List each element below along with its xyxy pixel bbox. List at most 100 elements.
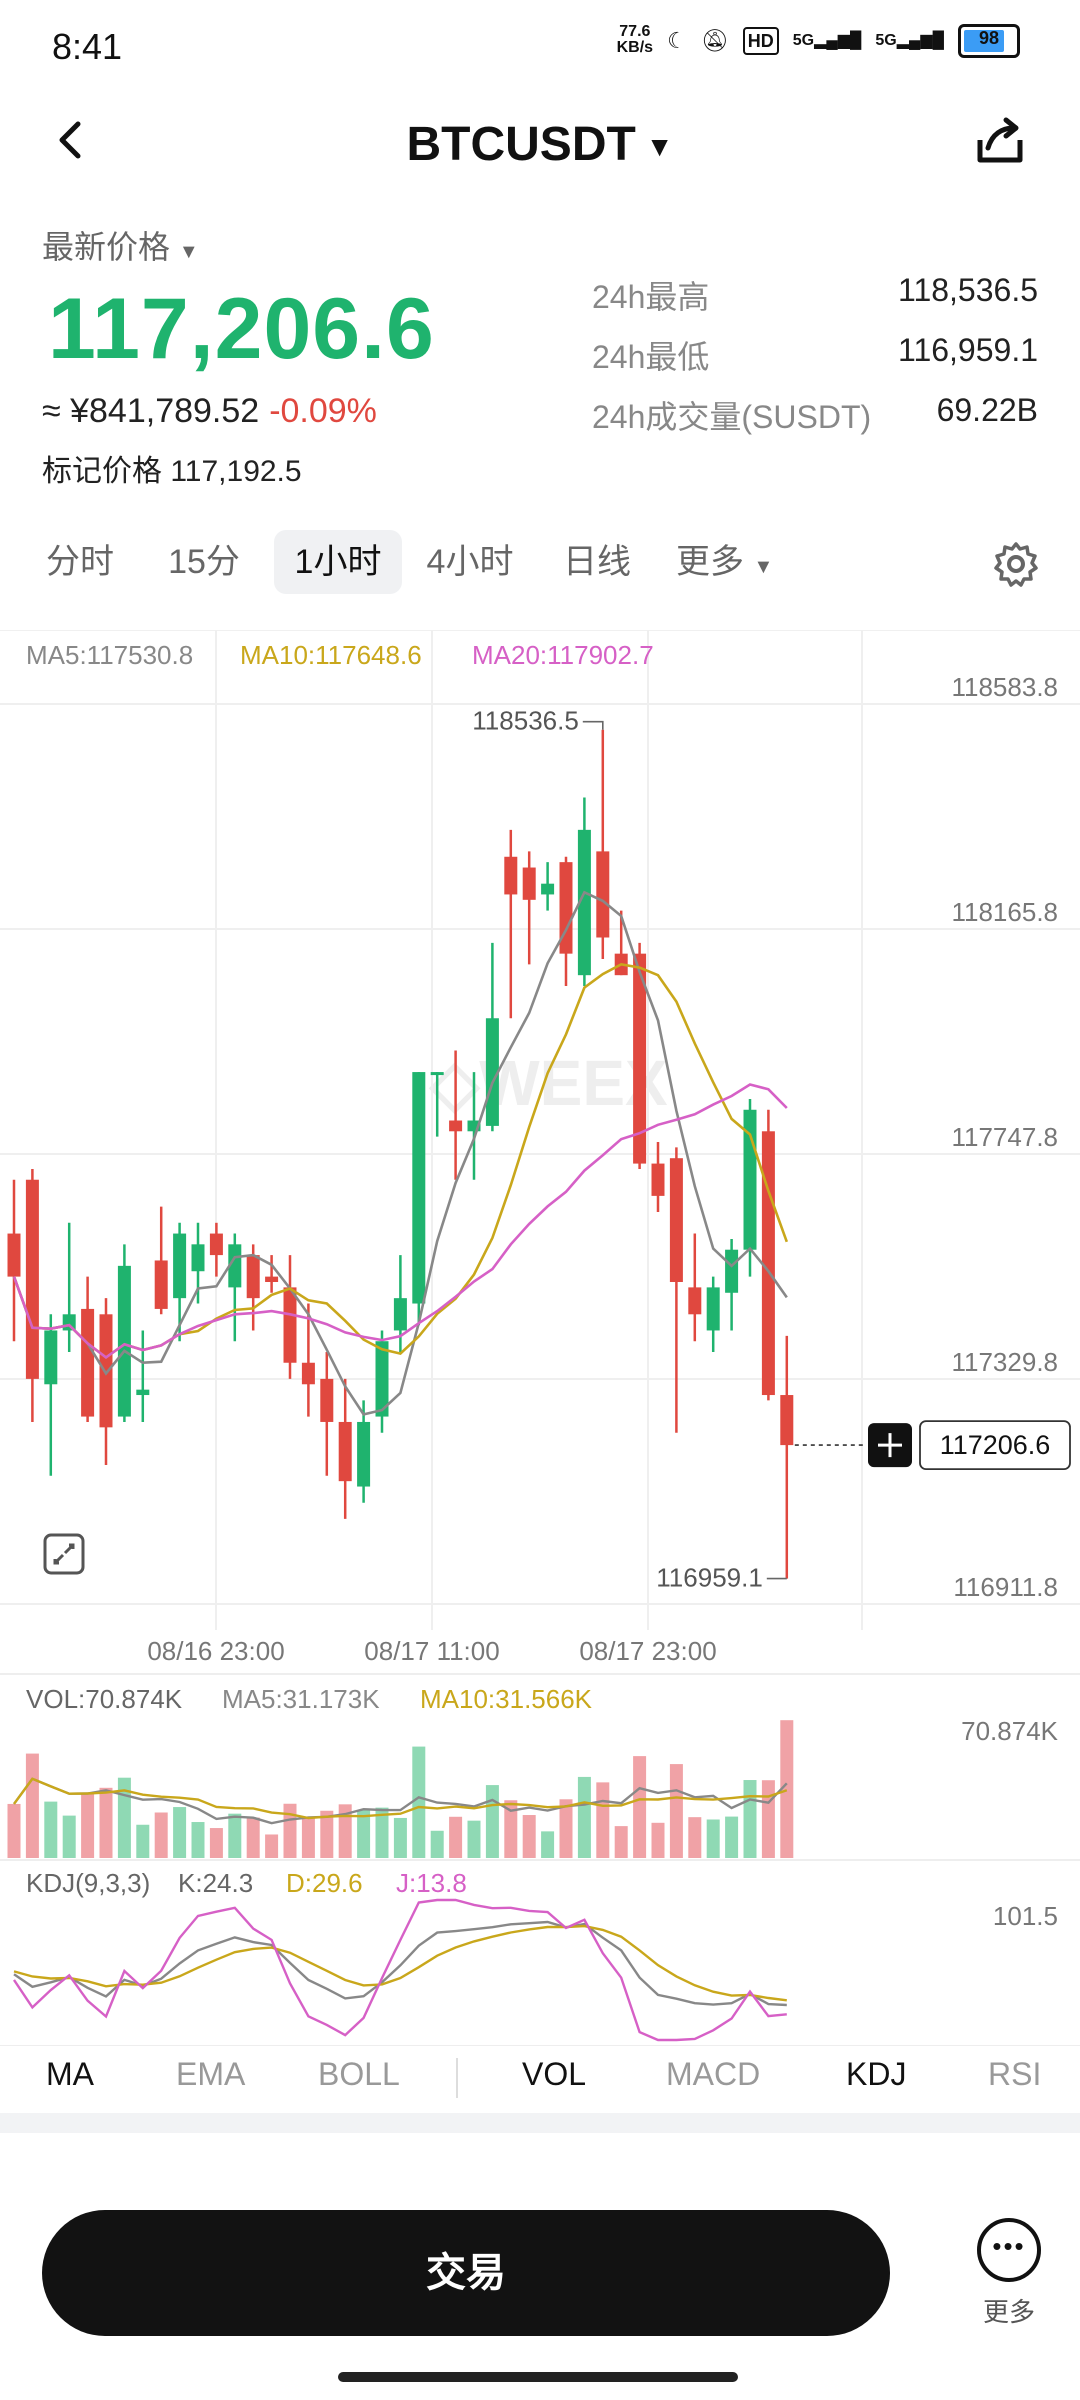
current-price-label: 117206.6	[940, 1430, 1051, 1460]
volume-bar	[725, 1816, 739, 1858]
clock: 8:41	[52, 26, 123, 67]
y-tick-label: 116911.8	[953, 1572, 1058, 1602]
kdj-j-line	[13, 1898, 787, 2042]
kdj-legend-k: K:24.3	[178, 1868, 253, 1898]
ma10-legend: MA10:117648.6	[240, 640, 422, 670]
volume-bar	[541, 1831, 555, 1858]
volume-bar	[283, 1803, 297, 1858]
ind-boll[interactable]: BOLL	[318, 2056, 400, 2092]
tab-timeline[interactable]: 分时	[46, 543, 114, 581]
signal-icon: 5G▂▄▆█	[792, 32, 862, 49]
chart-settings-button[interactable]	[992, 540, 1040, 588]
ind-kdj[interactable]: KDJ	[846, 2056, 907, 2092]
low-annotation: 116959.1	[656, 1563, 763, 1593]
volume-bar	[761, 1780, 775, 1858]
moon-icon: ☾	[667, 28, 687, 53]
hd-icon: HD	[742, 27, 779, 55]
kdj-max-label: 101.5	[993, 1901, 1058, 1931]
tab-more[interactable]: 更多 ▼	[676, 543, 774, 581]
fullscreen-icon[interactable]	[43, 1533, 85, 1575]
volume-bar	[706, 1819, 720, 1858]
volume-bar	[393, 1817, 407, 1858]
candle-body	[412, 1072, 426, 1304]
candle-body	[485, 1018, 499, 1126]
candle-body	[430, 1072, 444, 1076]
ind-macd[interactable]: MACD	[666, 2056, 761, 2092]
caret-down-icon: ▼	[645, 131, 674, 163]
page-title: BTCUSDT	[406, 118, 636, 171]
candle-body	[706, 1287, 720, 1331]
x-tick-label: 08/16 23:00	[147, 1636, 284, 1666]
tab-15m[interactable]: 15分	[168, 543, 240, 581]
volume-bar	[81, 1792, 95, 1858]
ind-rsi[interactable]: RSI	[988, 2056, 1042, 2092]
net-speed: 77.6 KB/s	[616, 23, 654, 56]
volume-bar	[614, 1826, 628, 1858]
volume-bar	[357, 1809, 371, 1858]
candle-body	[688, 1287, 702, 1315]
kline-chart[interactable]: ◇WEEX MA5:117530.8 MA10:117648.6 MA20:11…	[0, 630, 1080, 2060]
volume-bar	[651, 1822, 665, 1858]
volume-bar	[301, 1817, 315, 1858]
candle-body	[393, 1298, 407, 1331]
share-button[interactable]	[970, 110, 1030, 170]
chevron-left-icon	[59, 121, 81, 159]
indicator-tabs: MA EMA BOLL VOL MACD KDJ RSI	[0, 2045, 1080, 2116]
symbol-selector[interactable]: BTCUSDT ▼	[0, 110, 1080, 182]
candle-body	[136, 1389, 150, 1396]
volume-bar	[265, 1834, 279, 1858]
volume-bar	[136, 1824, 150, 1858]
y-tick-label: 117747.8	[951, 1122, 1058, 1152]
more-button[interactable]: ••• 更多	[970, 2218, 1048, 2329]
current-price-box	[919, 1420, 1071, 1471]
candle-body	[7, 1233, 21, 1277]
volume-bar	[117, 1777, 131, 1858]
candle-body	[283, 1287, 297, 1363]
volume-bar	[430, 1830, 444, 1858]
volume-bar	[173, 1807, 187, 1858]
divider	[456, 2058, 458, 2098]
battery-icon: 98	[958, 24, 1020, 58]
last-price-label[interactable]: 最新价格 ▼	[42, 229, 199, 265]
volume-bar	[99, 1787, 113, 1858]
back-button[interactable]	[50, 110, 100, 170]
current-price-tag[interactable]: 117206.6	[794, 1420, 1071, 1471]
candle-body	[25, 1179, 39, 1379]
volume-bar	[338, 1804, 352, 1858]
tab-4h[interactable]: 4小时	[426, 543, 514, 581]
volume-bar	[246, 1817, 260, 1858]
volume-bar	[522, 1815, 536, 1858]
stat-24h-volume: 24h成交量(SUSDT) 69.22B	[592, 392, 1038, 435]
vol-ma5-legend: MA5:31.173K	[222, 1684, 380, 1714]
kdj-legend-d: D:29.6	[286, 1868, 363, 1898]
caret-down-icon: ▼	[753, 556, 774, 578]
volume-bar	[559, 1799, 573, 1858]
vol-ma10-legend: MA10:31.566K	[420, 1684, 593, 1714]
volume-bar	[596, 1782, 610, 1858]
gear-icon	[994, 542, 1038, 587]
ma20-line	[12, 1083, 788, 1360]
tab-daily[interactable]: 日线	[563, 543, 631, 581]
y-tick-label: 117329.8	[951, 1347, 1058, 1377]
volume-bar	[154, 1812, 168, 1858]
ind-ma[interactable]: MA	[46, 2056, 94, 2092]
candle-body	[44, 1330, 58, 1385]
candle-body	[191, 1244, 205, 1272]
high-marker-line	[582, 720, 604, 730]
candle-body	[246, 1255, 260, 1299]
x-tick-label: 08/17 23:00	[579, 1636, 716, 1666]
trade-button[interactable]: 交易	[42, 2210, 890, 2336]
candle-body	[301, 1362, 315, 1385]
volume-bar	[412, 1746, 426, 1858]
status-icons: 77.6 KB/s ☾ 🔕︎ HD 5G▂▄▆█ 5G▂▄▆█ 98	[617, 24, 1020, 58]
vol-max-label: 70.874K	[961, 1716, 1059, 1746]
candle-body	[761, 1131, 775, 1396]
volume-bar	[633, 1756, 647, 1858]
candle-body	[449, 1120, 463, 1132]
volume-bar	[449, 1816, 463, 1858]
ind-vol[interactable]: VOL	[522, 2056, 587, 2092]
ind-ema[interactable]: EMA	[176, 2056, 246, 2092]
volume-bar	[467, 1820, 481, 1858]
tab-1h[interactable]: 1小时	[274, 530, 402, 594]
price-change: -0.09%	[269, 392, 377, 430]
